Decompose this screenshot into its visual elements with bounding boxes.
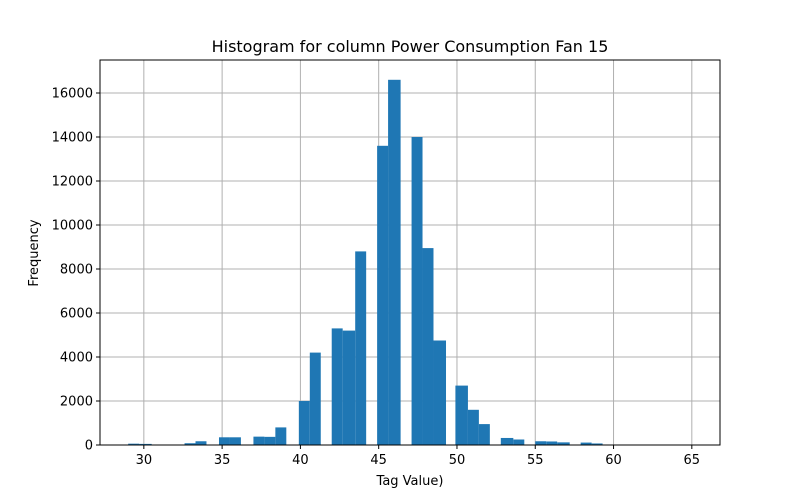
histogram-bar	[139, 443, 152, 445]
histogram-bar	[557, 442, 570, 445]
x-tick-label: 45	[370, 453, 387, 468]
histogram-bar	[342, 330, 356, 445]
histogram-bar	[535, 441, 547, 445]
y-tick-label: 8000	[60, 263, 93, 278]
x-tick-label: 30	[136, 453, 153, 468]
x-tick-label: 35	[214, 453, 231, 468]
histogram-bar	[184, 443, 196, 445]
histogram-bar	[411, 137, 423, 445]
histogram-bar	[591, 443, 603, 445]
y-tick-label: 0	[85, 439, 93, 454]
histogram-bar	[298, 401, 310, 445]
histogram-bar	[309, 352, 321, 445]
histogram-bar	[455, 385, 468, 445]
histogram-bar	[253, 436, 265, 445]
grid-lines	[100, 60, 720, 446]
histogram-bar	[467, 409, 479, 445]
y-tick-label: 12000	[52, 175, 93, 190]
y-axis-label: Frequency	[27, 219, 42, 286]
histogram-bar	[422, 248, 434, 445]
y-axis-ticks: 0 2000 4000 6000 8000 10000 12000 14000 16000	[52, 87, 100, 454]
histogram-bar	[478, 424, 490, 445]
x-tick-label: 65	[684, 453, 701, 468]
x-axis-label: Tag Value)	[376, 474, 444, 489]
y-tick-label: 4000	[60, 351, 93, 366]
chart-title: Histogram for column Power Consumption F…	[212, 37, 609, 56]
x-axis-ticks: 30 35 40 45 50 55 60 65	[136, 445, 701, 468]
plot-frame	[99, 59, 721, 446]
histogram-bar	[500, 437, 514, 445]
y-tick-label: 16000	[52, 87, 93, 102]
histogram-bars	[128, 79, 694, 446]
histogram-bar	[128, 443, 140, 445]
histogram-bar	[513, 439, 525, 445]
histogram-bar	[195, 441, 207, 445]
y-tick-label: 14000	[52, 131, 93, 146]
histogram-bar	[546, 441, 558, 445]
x-tick-label: 55	[527, 453, 544, 468]
histogram-bar	[275, 427, 287, 445]
histogram-bar	[229, 437, 241, 445]
x-tick-label: 60	[605, 453, 622, 468]
histogram-bar	[218, 437, 230, 445]
histogram-bar	[264, 436, 276, 445]
y-tick-label: 10000	[52, 219, 93, 234]
histogram-bar	[331, 328, 343, 445]
y-tick-label: 2000	[60, 395, 93, 410]
histogram-bar	[388, 79, 401, 446]
x-tick-label: 50	[449, 453, 466, 468]
histogram-bar	[580, 442, 592, 445]
x-tick-label: 40	[292, 453, 309, 468]
y-tick-label: 6000	[60, 307, 93, 322]
histogram-bar	[355, 251, 367, 445]
histogram-bar	[377, 145, 389, 446]
histogram-bar	[433, 340, 447, 445]
